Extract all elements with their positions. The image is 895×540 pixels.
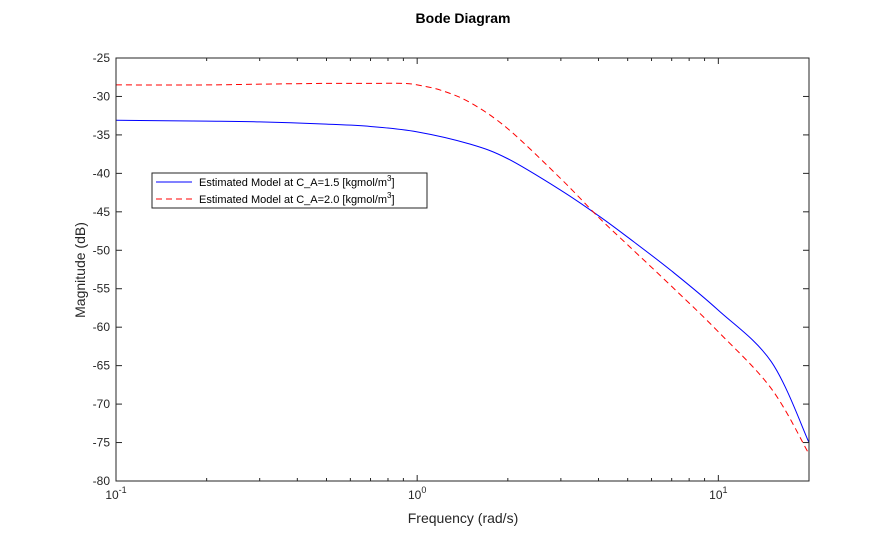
chart-title: Bode Diagram (416, 10, 511, 26)
y-tick-label: -45 (93, 205, 111, 219)
legend-box (151, 172, 428, 209)
y-tick-label: -35 (93, 128, 111, 142)
x-tick-label: 10-1 (105, 485, 126, 502)
y-tick-label: -65 (93, 359, 111, 373)
ticks-layer: -25 -30 -35 -40 -45 -50 -55 -60 -65 -70 -75 -8010-1… (93, 51, 809, 502)
series-line-2 (115, 82, 810, 455)
legend-label-2: Estimated Model at C_A=2.0 [kgmol/m3] (199, 191, 395, 206)
y-tick-label: -25 (93, 51, 111, 65)
y-tick-label: -60 (93, 320, 111, 334)
legend-label-1: Estimated Model at C_A=1.5 [kgmol/m3] (199, 174, 395, 189)
plot-area (116, 58, 809, 481)
y-tick-label: -50 (93, 243, 111, 257)
legend: Estimated Model at C_A=1.5 [kgmol/m3] Est… (151, 172, 428, 209)
series-line-1 (115, 119, 810, 443)
axes-box (115, 57, 810, 482)
y-tick-label: -30 (93, 89, 111, 103)
y-tick-label: -40 (93, 166, 111, 180)
y-axis-label: Magnitude (dB) (72, 222, 88, 318)
x-tick-label: 101 (709, 485, 727, 502)
y-tick-label: -75 (93, 436, 111, 450)
curves-layer (115, 82, 810, 455)
x-tick-label: 100 (408, 485, 426, 502)
y-tick-label: -55 (93, 282, 111, 296)
y-tick-label: -80 (93, 474, 111, 488)
y-tick-label: -70 (93, 397, 111, 411)
x-axis-label: Frequency (rad/s) (408, 510, 518, 526)
